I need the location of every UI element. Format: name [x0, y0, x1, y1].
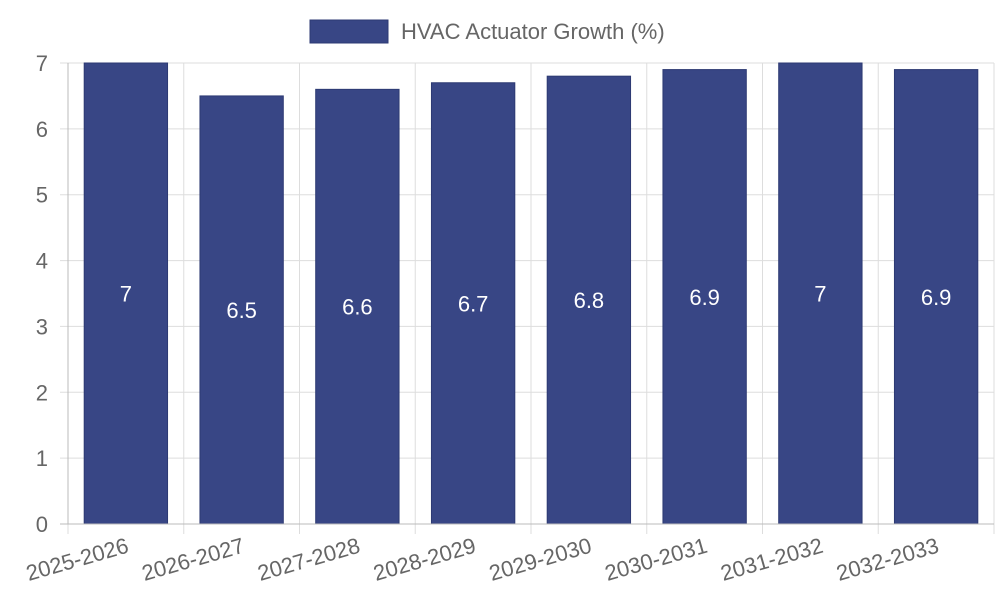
y-tick-label: 0 — [36, 512, 48, 537]
x-tick-label: 2029-2030 — [486, 533, 594, 586]
y-tick-label: 4 — [36, 249, 48, 274]
y-tick-label: 5 — [36, 183, 48, 208]
legend-label: HVAC Actuator Growth (%) — [401, 19, 665, 44]
bar-2026-2027[interactable] — [199, 95, 284, 525]
bar-2032-2033[interactable] — [893, 69, 979, 525]
data-label: 6.8 — [574, 288, 605, 313]
x-tick-label: 2031-2032 — [718, 533, 826, 586]
bar-2025-2026[interactable] — [83, 62, 169, 525]
data-label: 7 — [814, 282, 826, 307]
bar-2029-2030[interactable] — [546, 75, 632, 525]
data-label: 6.6 — [342, 295, 373, 320]
data-label: 6.9 — [921, 285, 952, 310]
data-label: 6.9 — [689, 285, 720, 310]
bar-2030-2031[interactable] — [662, 69, 747, 525]
y-tick-label: 1 — [36, 446, 48, 471]
x-tick-label: 2030-2031 — [602, 533, 710, 586]
x-tick-label: 2028-2029 — [370, 533, 478, 586]
y-tick-label: 6 — [36, 117, 48, 142]
legend-swatch — [309, 19, 389, 44]
y-tick-label: 2 — [36, 380, 48, 405]
data-label: 6.7 — [458, 291, 489, 316]
y-tick-label: 3 — [36, 314, 48, 339]
bar-2031-2032[interactable] — [778, 62, 863, 525]
bar-2028-2029[interactable] — [430, 82, 516, 525]
data-label: 7 — [120, 282, 132, 307]
data-labels-layer: 7 6.5 6.6 6.7 6.8 6.9 7 6.9 — [120, 282, 952, 323]
bar-2027-2028[interactable] — [315, 88, 400, 525]
x-tick-label: 2026-2027 — [139, 533, 247, 586]
x-tick-label: 2032-2033 — [833, 533, 941, 586]
y-tick-label: 7 — [36, 51, 48, 76]
x-tick-label: 2025-2026 — [23, 533, 131, 586]
data-label: 6.5 — [226, 298, 257, 323]
x-tick-label: 2027-2028 — [255, 533, 363, 586]
bars-layer — [83, 62, 979, 525]
legend[interactable]: HVAC Actuator Growth (%) — [309, 19, 665, 44]
